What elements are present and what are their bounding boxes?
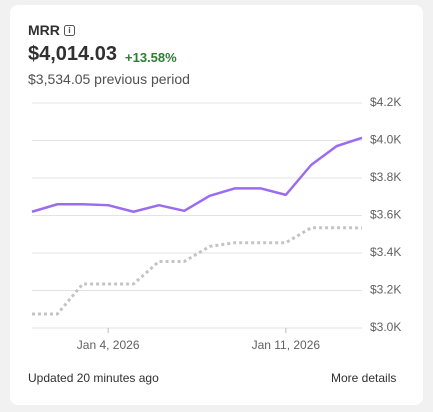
x-tick-label: Jan 11, 2026 [252,338,321,352]
y-tick-label: $3.8K [370,170,401,184]
y-tick-label: $4.2K [370,95,401,109]
metric-change: +13.58% [125,50,177,65]
y-tick-label: $3.6K [370,208,401,222]
metric-value: $4,014.03 [28,43,117,65]
y-tick-label: $4.0K [370,133,401,147]
previous-value: $3,534.05 previous period [28,71,190,87]
x-tick-label: Jan 4, 2026 [77,338,140,352]
y-tick-label: $3.2K [370,283,401,297]
updated-text: Updated 20 minutes ago [28,371,159,385]
card-title: MRR [28,22,60,38]
y-tick-label: $3.4K [370,245,401,259]
line-series [31,136,363,213]
y-tick-label: $3.0K [370,320,401,334]
more-details-link[interactable]: More details [331,371,397,385]
line-series [32,226,363,316]
